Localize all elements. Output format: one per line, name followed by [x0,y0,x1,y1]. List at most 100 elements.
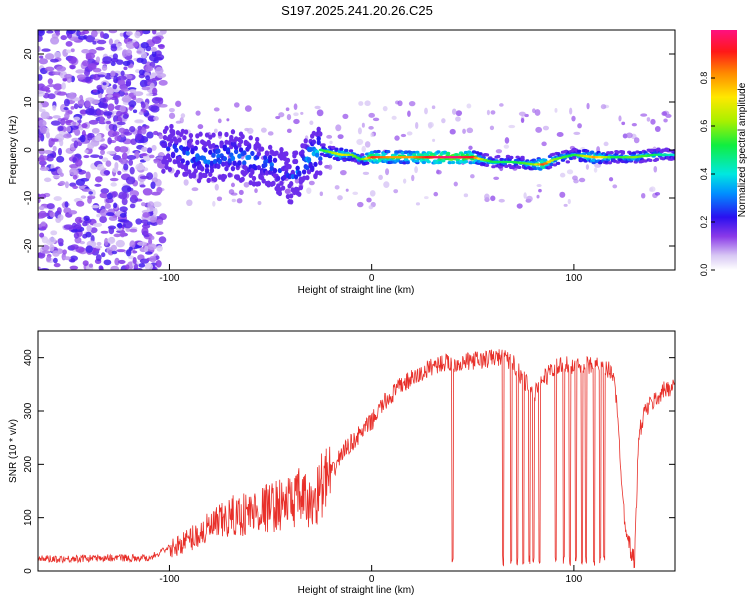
heatmap-cell [335,124,342,132]
heatmap-cell [246,144,252,150]
heatmap-cell [213,107,220,112]
heatmap-cell [206,177,211,183]
heatmap-cell [141,146,148,152]
heatmap-cell [272,168,278,174]
heatmap-cell [585,164,590,170]
colorbar-tick-label: 0.0 [699,264,709,277]
heatmap-cell [366,197,372,203]
heatmap-cell [285,193,291,200]
heatmap-cell [61,82,66,90]
heatmap-cell [57,214,64,221]
heatmap-cell [259,146,265,152]
heatmap-cell [39,55,44,59]
heatmap-cell [110,61,116,67]
heatmap-cell [370,132,374,138]
heatmap-cell [116,43,122,47]
x-tick-label: 0 [369,273,375,284]
heatmap-cell [108,216,118,221]
heatmap-cell [158,236,167,244]
heatmap-cell [87,196,92,204]
heatmap-cell [107,103,115,112]
heatmap-cell [147,243,157,250]
heatmap-cell [193,145,198,151]
heatmap-cell [217,131,223,137]
heatmap-cell [121,197,128,206]
heatmap-cell [211,132,216,138]
heatmap-cell [233,102,240,108]
heatmap-cell [631,122,637,127]
heatmap-cell [104,237,109,246]
heatmap-cell [369,190,376,197]
heatmap-cell [541,141,547,147]
heatmap-cell [88,119,99,125]
heatmap-cell [79,134,86,143]
heatmap-cell [498,198,505,203]
heatmap-cell [462,128,466,134]
heatmap-cell [256,164,262,171]
heatmap-cell [295,165,300,171]
heatmap-cell [84,100,91,108]
heatmap-cell [222,174,228,180]
heatmap-cell [463,160,469,164]
heatmap-cell [649,186,656,192]
heatmap-cell [556,131,564,137]
heatmap-cell [403,150,409,154]
heatmap-cell [167,157,173,163]
heatmap-cell [38,157,45,162]
heatmap-cell [66,30,76,35]
heatmap-cell [180,158,185,164]
heatmap-cell [152,30,157,35]
heatmap-cell [310,165,315,171]
heatmap-cell [334,147,339,151]
heatmap-cell [149,217,158,223]
heatmap-cell [107,137,112,145]
heatmap-cell [129,203,136,209]
heatmap-cell [102,82,107,86]
heatmap-cell [331,145,336,150]
heatmap-cell [191,187,199,192]
heatmap-cell [214,183,219,191]
heatmap-cell [251,181,257,187]
heatmap-cell [204,132,210,138]
heatmap-cell [129,88,137,93]
heatmap-cell [85,35,96,43]
heatmap-cell [135,163,145,171]
heatmap-cell [44,53,55,60]
heatmap-cell [90,154,100,159]
heatmap-cell [285,107,290,112]
heatmap-cell [114,257,120,266]
heatmap-cell [38,193,41,198]
heatmap-cell [408,100,416,107]
colorbar-tick-label: 0.8 [699,72,709,85]
heatmap-cell [66,93,74,99]
heatmap-cell [89,99,100,105]
heatmap-cell [116,110,123,117]
heatmap-cell [504,137,510,144]
heatmap-cell [95,109,105,116]
heatmap-cell [91,127,100,134]
heatmap-cell [563,203,568,207]
heatmap-cell [620,159,626,164]
heatmap-cell [193,168,198,174]
heatmap-cell [53,51,62,59]
heatmap-cell [76,200,85,207]
heatmap-cell [536,194,540,199]
heatmap-cell [391,115,397,120]
heatmap-cell [424,107,428,115]
heatmap-cell [47,84,57,88]
heatmap-cell [287,164,292,170]
heatmap-cell [113,202,118,209]
heatmap-cell [83,154,90,159]
heatmap-cell [169,138,174,144]
heatmap-cell [217,118,222,124]
heatmap-cell [99,215,107,224]
heatmap-cell [142,188,153,196]
heatmap-cell [490,110,496,115]
heatmap-cell [100,31,105,38]
heatmap-cell [99,97,107,103]
heatmap-cell [394,150,399,154]
heatmap-cell [99,208,109,217]
heatmap-cell [227,158,232,164]
heatmap-cell [453,181,458,187]
